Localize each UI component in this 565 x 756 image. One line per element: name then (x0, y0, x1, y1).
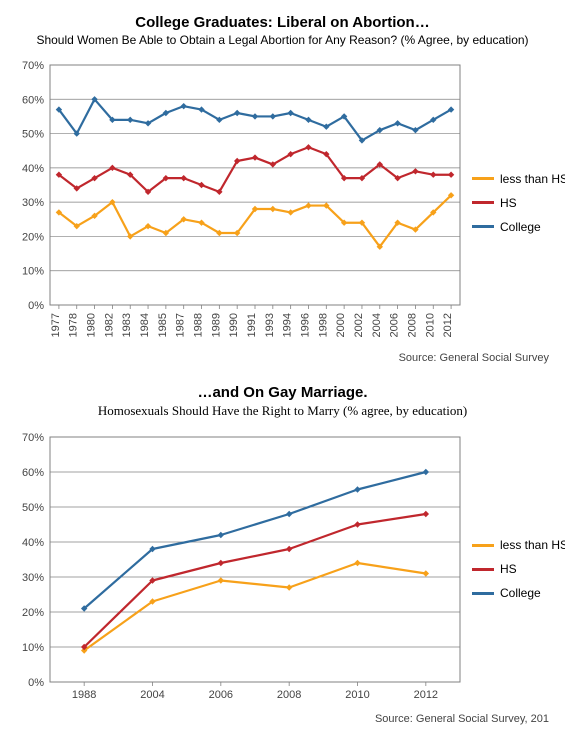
svg-text:40%: 40% (22, 163, 44, 175)
svg-text:1982: 1982 (103, 313, 115, 337)
svg-text:2012: 2012 (442, 313, 454, 337)
legend-swatch (472, 177, 494, 180)
chart2-legend-item: less than HS (472, 538, 565, 552)
svg-text:2002: 2002 (353, 313, 365, 337)
svg-text:2010: 2010 (345, 689, 369, 701)
legend-swatch (472, 201, 494, 204)
legend-label: HS (500, 196, 517, 210)
svg-text:2008: 2008 (406, 313, 418, 337)
svg-text:2006: 2006 (389, 313, 401, 337)
legend-label: College (500, 220, 541, 234)
svg-text:50%: 50% (22, 502, 44, 514)
chart1-legend: less than HS HS College (472, 172, 565, 234)
chart1-plot: 0% 10% 20% 30% 40% 50% 60% 70% 1977 1978 1980 1982 1… (10, 57, 466, 348)
svg-text:1993: 1993 (264, 313, 276, 337)
svg-text:1980: 1980 (86, 313, 98, 337)
svg-text:30%: 30% (22, 572, 44, 584)
svg-text:40%: 40% (22, 537, 44, 549)
svg-text:1985: 1985 (157, 313, 169, 337)
svg-text:2006: 2006 (209, 689, 233, 701)
svg-text:0%: 0% (28, 300, 44, 312)
chart1-legend-item: HS (472, 196, 565, 210)
chart-gay-marriage: …and On Gay Marriage. Homosexuals Should… (10, 384, 555, 725)
svg-text:60%: 60% (22, 94, 44, 106)
chart-abortion: College Graduates: Liberal on Abortion… … (10, 14, 555, 364)
chart1-legend-item: College (472, 220, 565, 234)
svg-text:1994: 1994 (282, 313, 294, 337)
chart2-legend-item: College (472, 586, 565, 600)
chart2-source: Source: General Social Survey, 201 (10, 713, 555, 725)
svg-text:2000: 2000 (335, 313, 347, 337)
svg-text:1984: 1984 (139, 313, 151, 337)
svg-text:20%: 20% (22, 607, 44, 619)
svg-text:2004: 2004 (371, 313, 383, 337)
svg-text:1989: 1989 (210, 313, 222, 337)
svg-text:10%: 10% (22, 642, 44, 654)
svg-text:1988: 1988 (72, 689, 96, 701)
svg-text:20%: 20% (22, 231, 44, 243)
legend-label: less than HS (500, 172, 565, 186)
svg-text:2012: 2012 (414, 689, 438, 701)
chart1-legend-item: less than HS (472, 172, 565, 186)
svg-text:2004: 2004 (140, 689, 164, 701)
chart1-source: Source: General Social Survey (10, 352, 555, 364)
legend-swatch (472, 592, 494, 595)
legend-label: College (500, 586, 541, 600)
chart1-title: College Graduates: Liberal on Abortion… (10, 14, 555, 31)
svg-text:1996: 1996 (299, 313, 311, 337)
legend-swatch (472, 544, 494, 547)
svg-text:70%: 70% (22, 60, 44, 72)
legend-swatch (472, 568, 494, 571)
svg-text:60%: 60% (22, 467, 44, 479)
legend-label: less than HS (500, 538, 565, 552)
chart2-legend: less than HS HS College (472, 538, 565, 600)
svg-text:1990: 1990 (228, 313, 240, 337)
svg-text:1983: 1983 (121, 313, 133, 337)
svg-text:1987: 1987 (175, 313, 187, 337)
chart2-plot: 0% 10% 20% 30% 40% 50% 60% 70% 1988 2004 2006 2008 2… (10, 429, 466, 709)
svg-text:1991: 1991 (246, 313, 258, 337)
svg-text:70%: 70% (22, 432, 44, 444)
svg-text:10%: 10% (22, 266, 44, 278)
svg-text:1998: 1998 (317, 313, 329, 337)
chart1-subtitle: Should Women Be Able to Obtain a Legal A… (10, 33, 555, 47)
svg-text:1978: 1978 (68, 313, 80, 337)
svg-text:30%: 30% (22, 197, 44, 209)
svg-text:0%: 0% (28, 677, 44, 689)
svg-text:2010: 2010 (424, 313, 436, 337)
chart2-title: …and On Gay Marriage. (10, 384, 555, 401)
svg-text:1988: 1988 (193, 313, 205, 337)
legend-label: HS (500, 562, 517, 576)
svg-text:50%: 50% (22, 129, 44, 141)
legend-swatch (472, 225, 494, 228)
svg-text:1977: 1977 (50, 313, 62, 337)
chart2-subtitle: Homosexuals Should Have the Right to Mar… (10, 403, 555, 419)
chart2-legend-item: HS (472, 562, 565, 576)
svg-text:2008: 2008 (277, 689, 301, 701)
